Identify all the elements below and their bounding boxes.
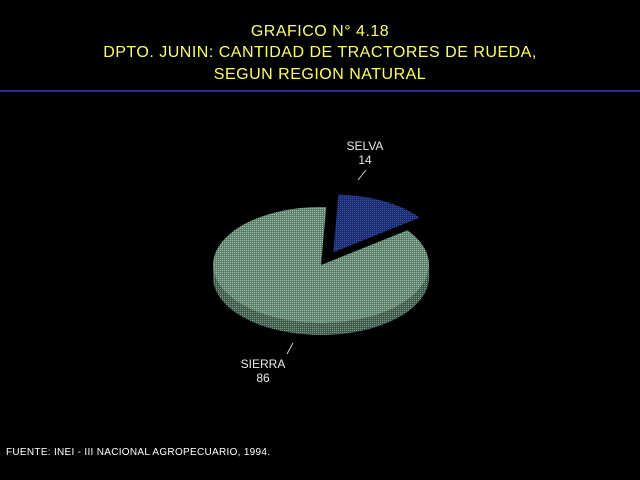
sierra-slice-side	[213, 265, 429, 335]
selva-label: SELVA	[347, 139, 384, 153]
source-note: FUENTE: INEI - III NACIONAL AGROPECUARIO…	[6, 447, 271, 458]
sierra-slice-top	[212, 207, 429, 323]
selva-leader-line	[357, 169, 367, 181]
sierra-leader-line	[286, 342, 294, 355]
title-divider	[0, 90, 640, 92]
selva-slice	[333, 194, 420, 253]
sierra-label: SIERRA	[241, 357, 286, 371]
chart-subtitle-2: SEGUN REGION NATURAL	[213, 66, 427, 83]
chart-title: GRAFICO N° 4.18	[250, 23, 390, 40]
sierra-slice	[212, 207, 429, 335]
sierra-value: 86	[256, 371, 270, 385]
selva-value: 14	[358, 153, 372, 167]
chart-subtitle: DPTO. JUNIN: CANTIDAD DE TRACTORES DE RU…	[103, 44, 537, 61]
selva-slice-top	[333, 194, 420, 253]
